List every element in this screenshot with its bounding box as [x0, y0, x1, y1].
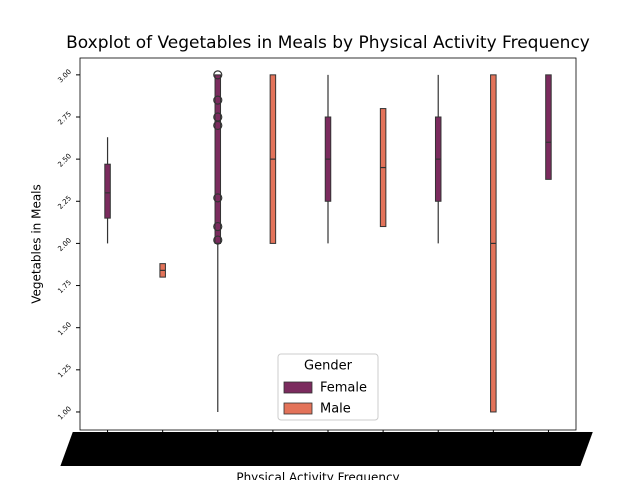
box	[104, 163, 111, 219]
box	[214, 74, 222, 244]
y-tick-label: 2.00	[56, 236, 73, 253]
x-tick-label-mass	[60, 432, 593, 466]
box	[545, 74, 552, 180]
y-tick-label: 2.50	[56, 152, 73, 169]
y-tick-label: 2.75	[56, 110, 73, 127]
y-tick-label: 1.25	[56, 363, 73, 380]
outlier	[213, 70, 223, 80]
y-tick-label: 1.75	[56, 278, 73, 295]
outlier	[213, 235, 223, 245]
outlier	[213, 112, 223, 122]
outlier	[213, 193, 223, 203]
y-tick-label: 3.00	[56, 68, 73, 85]
y-tick-label: 1.50	[56, 321, 73, 338]
y-tick-label: 2.25	[56, 194, 73, 211]
legend-swatch	[283, 381, 313, 394]
outlier	[213, 95, 223, 105]
legend-label: Female	[320, 381, 367, 396]
y-tick-label: 1.00	[56, 405, 73, 422]
legend-title: Gender	[304, 359, 353, 374]
legend-swatch	[283, 402, 313, 415]
chart-title: Boxplot of Vegetables in Meals by Physic…	[66, 33, 590, 53]
outlier	[213, 221, 223, 232]
y-axis-label: Vegetables in Meals	[30, 184, 44, 304]
legend-label: Male	[320, 402, 351, 417]
x-axis-label: Physical Activity Frequency	[236, 471, 399, 480]
